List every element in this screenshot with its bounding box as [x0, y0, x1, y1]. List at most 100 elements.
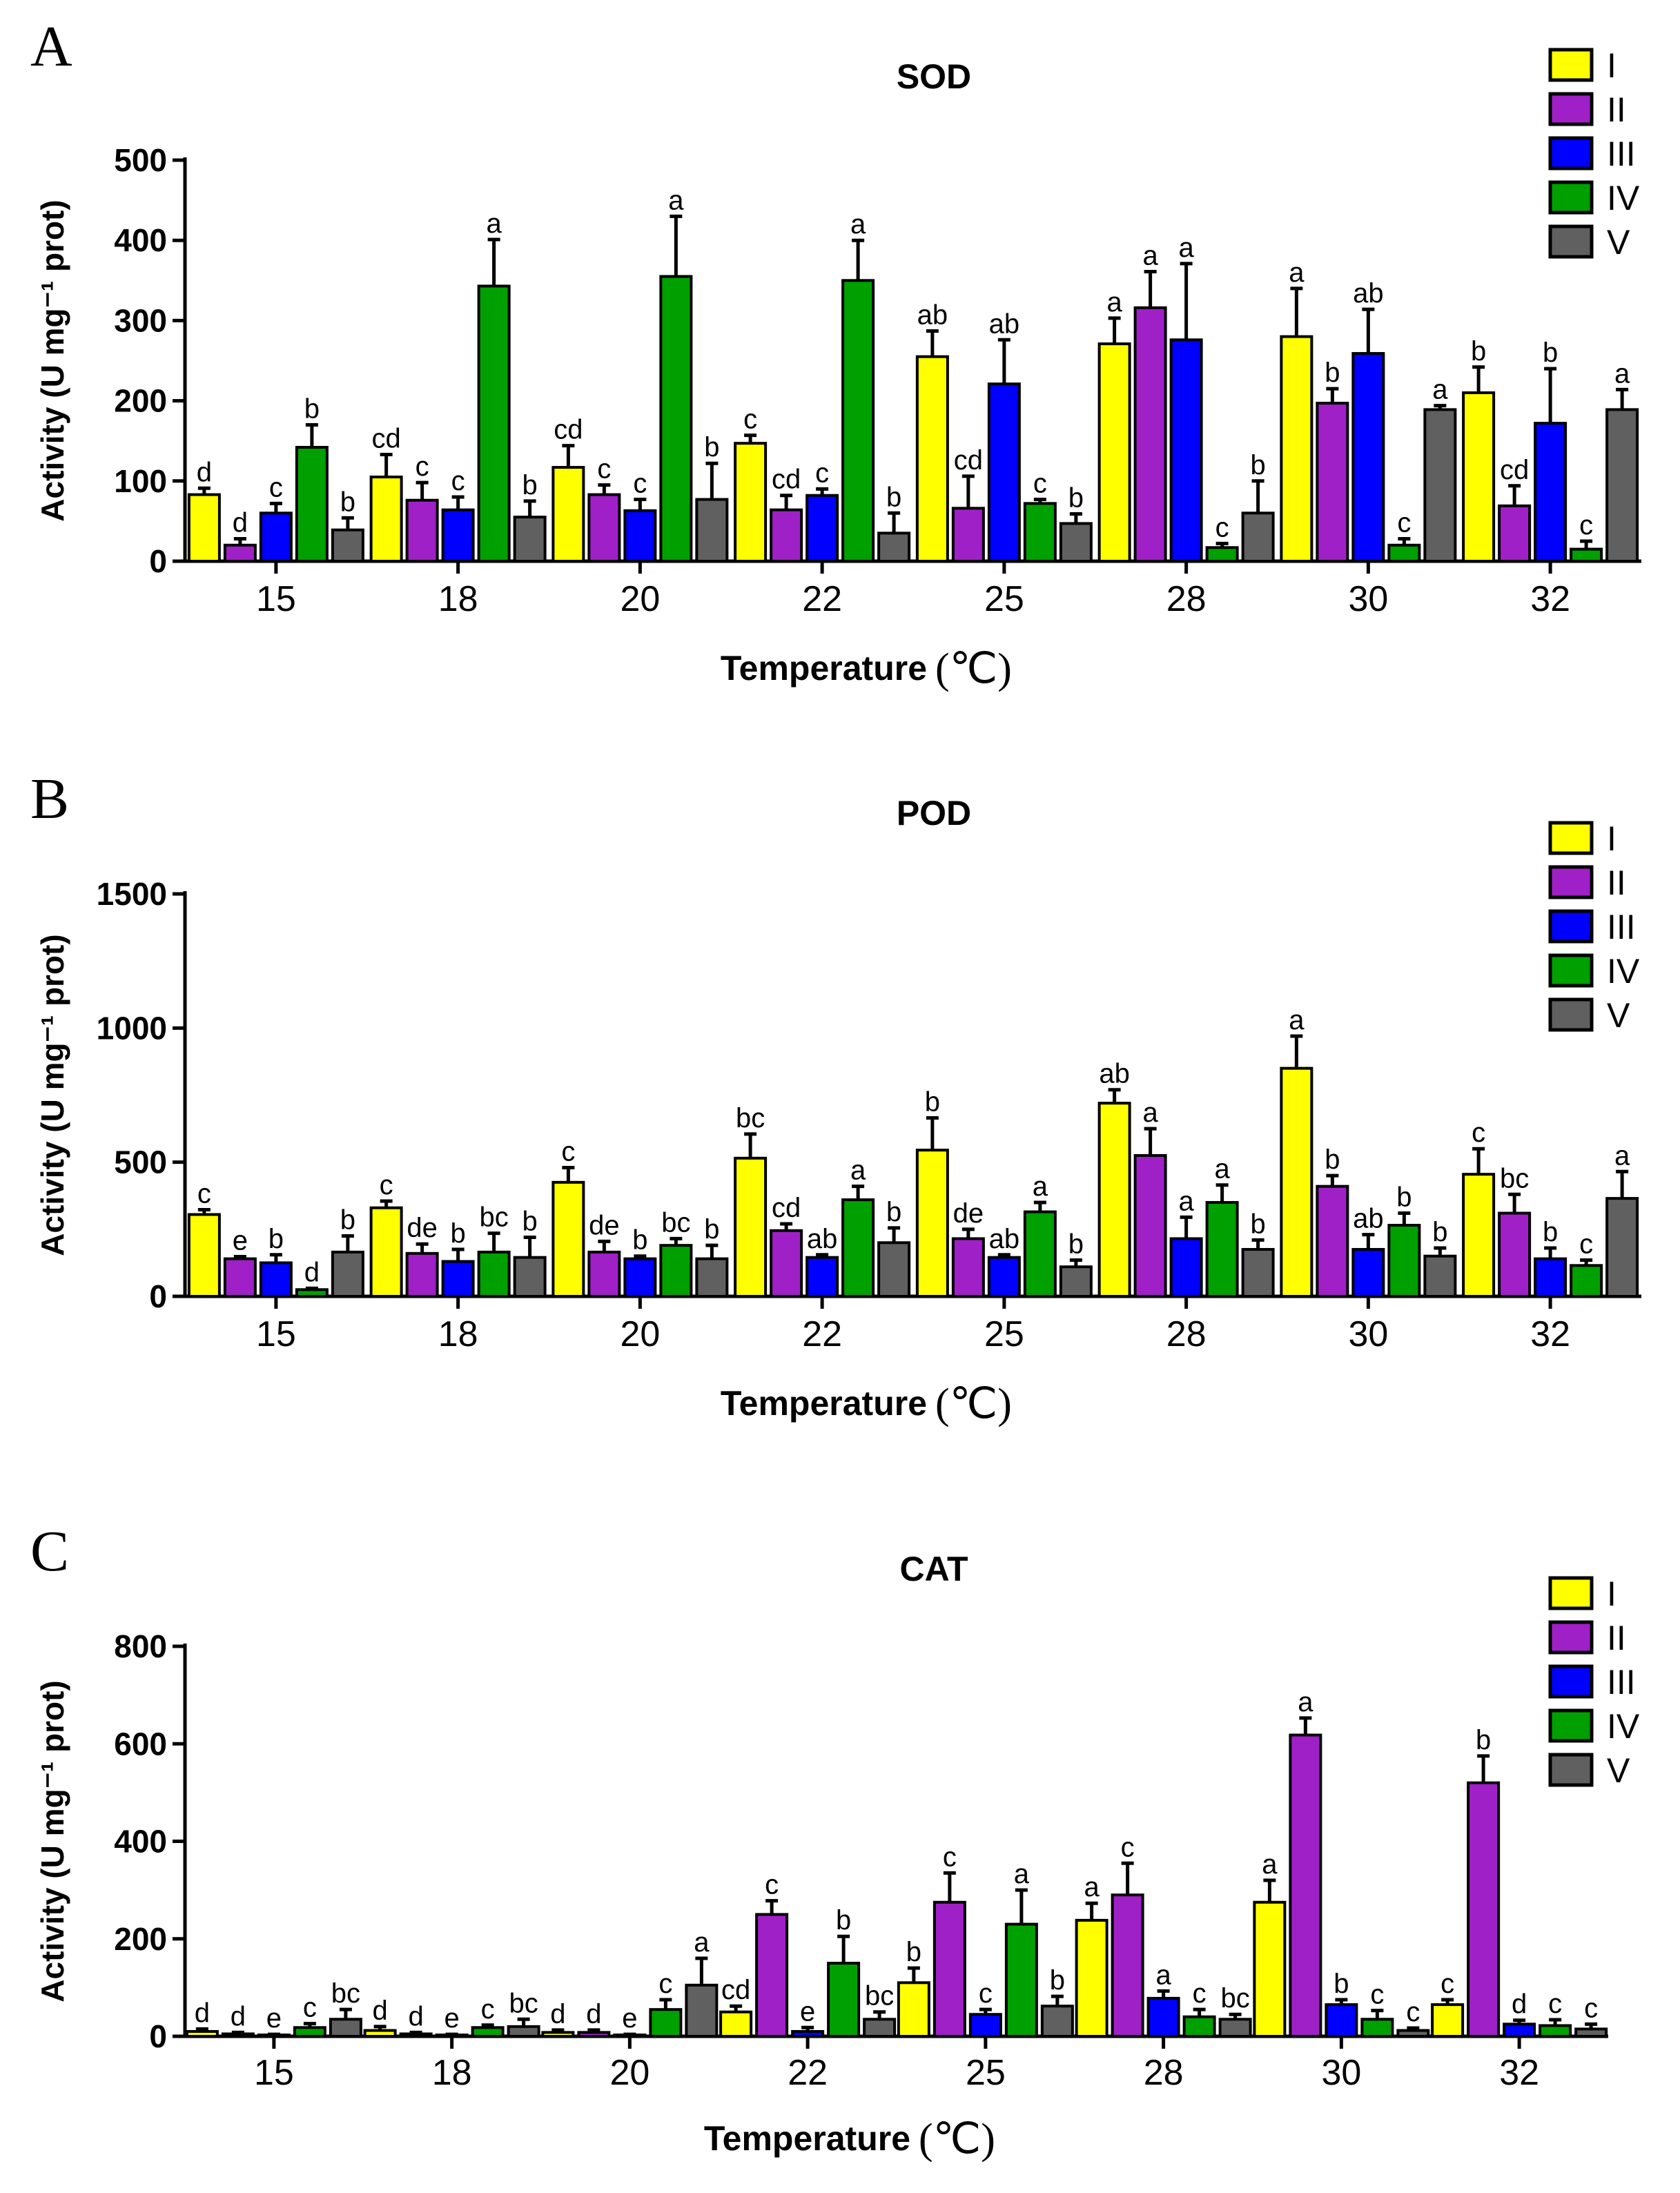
bar-iii [623, 1257, 657, 1298]
significance-label: a [1298, 1687, 1313, 1717]
bar-ii [405, 498, 439, 563]
significance-label: bc [1500, 1163, 1529, 1193]
bar-iii [259, 511, 293, 563]
bar-v [685, 1983, 719, 2038]
bar-i [1075, 1918, 1108, 2038]
significance-label: c [1472, 1118, 1485, 1148]
significance-label: a [1156, 1960, 1172, 1990]
bar-iii [805, 1256, 839, 1298]
bar-i [541, 2031, 575, 2038]
x-tick-label: 15 [256, 579, 296, 619]
bar-iv [841, 1198, 875, 1298]
legend-swatch-v [1548, 997, 1594, 1032]
significance-label: e [266, 2003, 282, 2034]
bar-i [1097, 1102, 1131, 1298]
bar-iv [1539, 2024, 1572, 2038]
bar-iv [477, 1250, 511, 1298]
legend-label-iv: IV [1607, 179, 1640, 217]
significance-label: d [197, 457, 212, 487]
significance-label: c [1548, 1989, 1562, 2019]
significance-label: a [1143, 241, 1159, 271]
panel-letter: B [30, 767, 69, 831]
bar-v [1241, 1247, 1275, 1298]
significance-label: a [1014, 1859, 1030, 1889]
bar-i [1097, 342, 1131, 563]
significance-label: b [1325, 1144, 1340, 1175]
significance-label: e [622, 2003, 637, 2034]
significance-label: a [1432, 375, 1448, 405]
bar-v [695, 1257, 729, 1298]
bar-iii [1146, 1996, 1180, 2038]
significance-label: a [694, 1927, 710, 1958]
x-tick-label: 18 [432, 2053, 472, 2093]
legend-label-v: V [1607, 1751, 1630, 1790]
bar-iv [1387, 543, 1421, 563]
significance-label: bc [331, 1978, 360, 2009]
bar-i [915, 355, 949, 563]
significance-label: c [1193, 1978, 1207, 2009]
significance-label: cd [772, 465, 801, 495]
bar-ii [932, 1900, 966, 2038]
legend-swatch-iii [1548, 1664, 1594, 1699]
legend-label-v: V [1607, 223, 1630, 262]
significance-label: b [522, 470, 538, 500]
significance-label: a [850, 1156, 866, 1186]
x-tick-label: 28 [1166, 579, 1207, 619]
bar-ii [770, 1229, 803, 1298]
x-tick-label: 22 [802, 579, 842, 619]
legend-label-i: I [1607, 1575, 1616, 1613]
chart-title: POD [897, 794, 971, 832]
significance-label: ab [989, 309, 1020, 339]
legend-label-iv: IV [1607, 1707, 1640, 1746]
bar-iii [1534, 422, 1567, 563]
significance-label: c [633, 469, 647, 499]
significance-label: ab [1353, 1204, 1384, 1234]
bar-ii [1133, 1153, 1167, 1298]
bar-iv [659, 1244, 693, 1298]
y-axis-label: Activity (U mg⁻¹ prot) [35, 199, 70, 521]
bar-v [877, 532, 911, 563]
legend-swatch-iv [1548, 953, 1594, 988]
panel-a: A SOD Activity (U mg⁻¹ prot) 0 100 200 300 400 5… [30, 14, 1641, 692]
legend-label-ii: II [1607, 864, 1626, 902]
legend-swatch-v [1548, 1753, 1594, 1787]
x-axis-unit: (℃) [935, 645, 1012, 692]
significance-label: c [1579, 510, 1593, 540]
bar-ii [1316, 1185, 1349, 1298]
bar-iv [295, 1288, 329, 1298]
significance-label: b [632, 1225, 647, 1256]
x-tick-label: 30 [1321, 2053, 1361, 2093]
significance-label: b [906, 1937, 921, 1967]
bar-iii [987, 1256, 1021, 1298]
bar-v [1396, 2029, 1430, 2038]
bar-i [1462, 391, 1496, 563]
significance-label: a [668, 185, 684, 215]
significance-label: b [1543, 338, 1558, 368]
significance-label: c [303, 1993, 317, 2023]
bar-iii [968, 2013, 1002, 2038]
significance-label: a [1107, 287, 1123, 318]
x-tick-label: 20 [620, 579, 660, 619]
panel-c: C CAT Activity (U mg⁻¹ prot) 0 200 400 600 800 1… [30, 1519, 1640, 2163]
x-axis-label: Temperature [704, 2119, 910, 2158]
significance-label: b [1476, 1725, 1491, 1755]
x-axis-label: Temperature [721, 649, 927, 688]
significance-label: cd [772, 1193, 801, 1223]
significance-label: c [1406, 1997, 1420, 2027]
bar-ii [223, 543, 257, 563]
bar-iv [1023, 502, 1057, 563]
significance-label: b [886, 482, 901, 512]
bar-i [369, 475, 403, 563]
bar-ii [1111, 1893, 1144, 2038]
significance-label: c [1121, 1832, 1135, 1862]
x-tick-label: 22 [802, 1314, 842, 1354]
bar-iii [1351, 352, 1385, 563]
significance-label: bc [480, 1202, 509, 1233]
bar-v [1423, 408, 1457, 563]
bar-iv [1387, 1224, 1421, 1298]
bar-iv [1205, 1200, 1239, 1298]
x-axis-label: Temperature [721, 1384, 927, 1423]
panel-letter: A [30, 14, 72, 79]
significance-label: b [1251, 1209, 1266, 1239]
bar-i [897, 1981, 930, 2038]
